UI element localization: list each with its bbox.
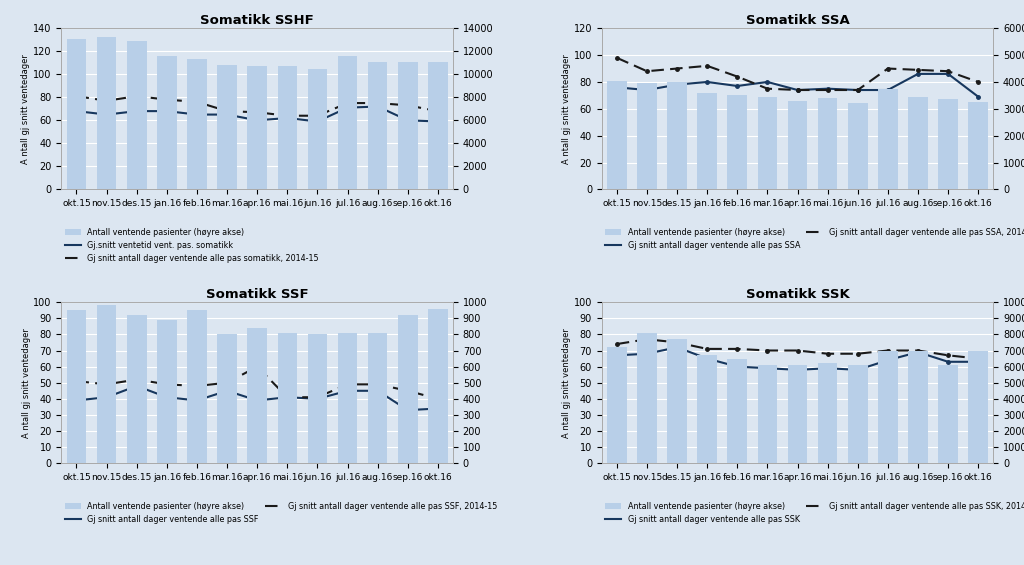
Bar bbox=[878, 89, 898, 189]
Bar bbox=[127, 41, 146, 189]
Bar bbox=[727, 359, 748, 463]
Title: Somatikk SSA: Somatikk SSA bbox=[745, 14, 849, 27]
Bar bbox=[969, 350, 988, 463]
Bar bbox=[697, 355, 717, 463]
Bar bbox=[878, 350, 898, 463]
Bar bbox=[848, 365, 867, 463]
Bar bbox=[157, 56, 176, 189]
Bar bbox=[338, 333, 357, 463]
Bar bbox=[248, 66, 267, 189]
Bar bbox=[607, 347, 627, 463]
Bar bbox=[248, 328, 267, 463]
Bar bbox=[398, 315, 418, 463]
Legend: Antall ventende pasienter (høyre akse), Gj.snitt ventetid vent. pas. somatikk, G: Antall ventende pasienter (høyre akse), … bbox=[61, 225, 323, 266]
Bar bbox=[187, 310, 207, 463]
Bar bbox=[338, 56, 357, 189]
Bar bbox=[668, 82, 687, 189]
Bar bbox=[217, 334, 237, 463]
Bar bbox=[127, 315, 146, 463]
Bar bbox=[428, 308, 447, 463]
Bar bbox=[758, 365, 777, 463]
Bar bbox=[157, 320, 176, 463]
Bar bbox=[97, 306, 117, 463]
Bar bbox=[758, 97, 777, 189]
Bar bbox=[668, 339, 687, 463]
Bar bbox=[97, 37, 117, 189]
Bar bbox=[938, 99, 957, 189]
Bar bbox=[637, 333, 656, 463]
Bar bbox=[217, 65, 237, 189]
Bar bbox=[848, 103, 867, 189]
Bar bbox=[398, 62, 418, 189]
Bar bbox=[697, 93, 717, 189]
Bar bbox=[727, 95, 748, 189]
Bar bbox=[307, 68, 328, 189]
Bar bbox=[278, 66, 297, 189]
Legend: Antall ventende pasienter (høyre akse), Gj snitt antall dager ventende alle pas : Antall ventende pasienter (høyre akse), … bbox=[602, 499, 1024, 527]
Bar bbox=[187, 59, 207, 189]
Bar bbox=[818, 363, 838, 463]
Bar bbox=[908, 97, 928, 189]
Legend: Antall ventende pasienter (høyre akse), Gj snitt antall dager ventende alle pas : Antall ventende pasienter (høyre akse), … bbox=[602, 225, 1024, 253]
Bar bbox=[787, 101, 807, 189]
Title: Somatikk SSHF: Somatikk SSHF bbox=[201, 14, 314, 27]
Y-axis label: A ntall gj snitt ventedager: A ntall gj snitt ventedager bbox=[562, 328, 570, 438]
Bar bbox=[908, 350, 928, 463]
Bar bbox=[787, 365, 807, 463]
Bar bbox=[938, 365, 957, 463]
Y-axis label: A ntall gj snitt ventedager: A ntall gj snitt ventedager bbox=[22, 328, 31, 438]
Bar bbox=[969, 102, 988, 189]
Bar bbox=[368, 333, 387, 463]
Y-axis label: A ntall gj snitt ventedager: A ntall gj snitt ventedager bbox=[22, 54, 31, 164]
Bar bbox=[307, 334, 328, 463]
Bar bbox=[278, 333, 297, 463]
Title: Somatikk SSK: Somatikk SSK bbox=[745, 288, 849, 301]
Bar bbox=[637, 83, 656, 189]
Bar bbox=[428, 62, 447, 189]
Y-axis label: A ntall gj snitt ventedager: A ntall gj snitt ventedager bbox=[562, 54, 570, 164]
Bar bbox=[818, 98, 838, 189]
Bar bbox=[607, 81, 627, 189]
Bar bbox=[67, 38, 86, 189]
Legend: Antall ventende pasienter (høyre akse), Gj snitt antall dager ventende alle pas : Antall ventende pasienter (høyre akse), … bbox=[61, 499, 500, 527]
Bar bbox=[67, 310, 86, 463]
Title: Somatikk SSF: Somatikk SSF bbox=[206, 288, 308, 301]
Bar bbox=[368, 62, 387, 189]
